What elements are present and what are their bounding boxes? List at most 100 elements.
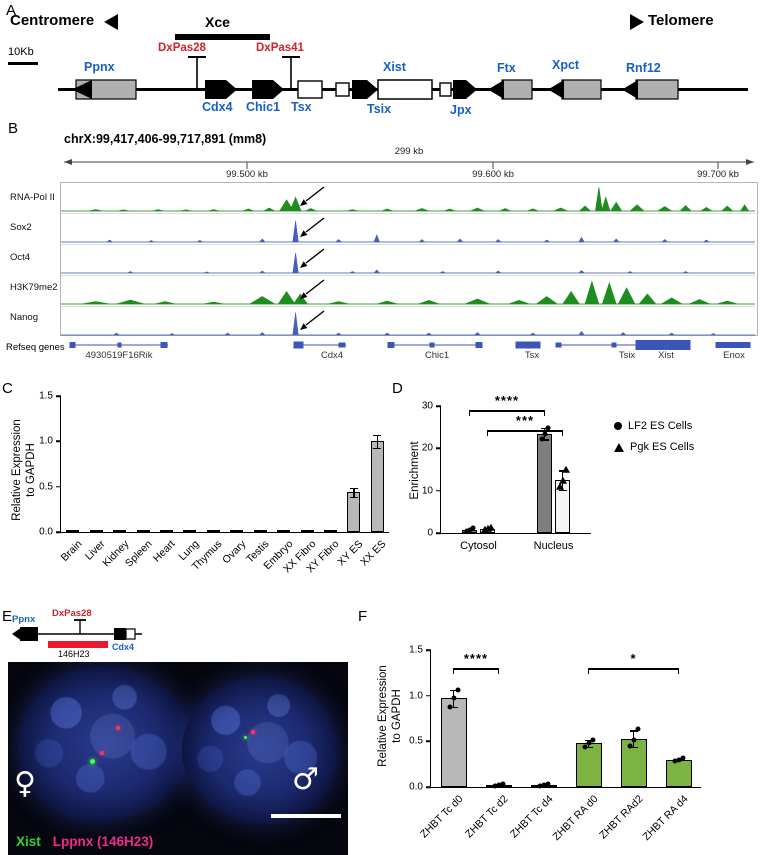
y-tick-mark (426, 786, 431, 788)
data-point (635, 726, 640, 732)
significance-label: **** (494, 393, 520, 409)
bar-xy-fibro (323, 530, 337, 532)
y-tick-label: 0 (427, 527, 433, 539)
significance-tick (468, 410, 471, 417)
data-point (545, 781, 550, 787)
significance-tick (452, 668, 455, 675)
peak-arrow-icon (305, 279, 325, 295)
telomere-label: Telomere (648, 12, 714, 29)
data-point (455, 687, 460, 693)
y-tick-label: 10 (421, 485, 433, 497)
data-point (545, 425, 550, 431)
significance-tick (486, 430, 489, 437)
data-point (590, 737, 595, 742)
error-cap (349, 487, 358, 489)
track-row-sox2 (61, 214, 755, 245)
y-tick-mark (436, 405, 441, 407)
probe-locus-diagram: Ppnx DxPas28 146H23 Cdx4 (0, 608, 200, 662)
peak-arrow-icon (305, 310, 325, 326)
significance-tick (587, 668, 590, 675)
significance-line (588, 668, 679, 670)
scale-bar (271, 814, 341, 818)
y-tick-mark (56, 485, 61, 488)
track-row-h3k79me2 (61, 276, 755, 307)
y-tick-mark (56, 531, 61, 533)
y-tick-mark (56, 395, 61, 397)
y-tick-label: 1.0 (409, 690, 423, 702)
legend-label-pgk: Pgk ES Cells (630, 441, 695, 453)
sox2-signal (61, 217, 755, 243)
ruler-tick-2: 99.600 kb (472, 169, 514, 180)
y-axis-title: Relative Expression to GAPDH (377, 665, 404, 767)
panel-f-label: F (358, 608, 368, 625)
region-span-label: 299 kb (394, 146, 424, 157)
diagram-probe-label: 146H23 (58, 649, 90, 659)
legend: LF2 ES Cells Pgk ES Cells (614, 420, 694, 453)
error-cap (349, 496, 358, 498)
nucleus-female (18, 666, 190, 822)
y-tick-mark (426, 649, 431, 651)
triangle-marker-icon (614, 442, 624, 452)
gene-label-xpct: Xpct (552, 58, 580, 72)
significance-tick (677, 668, 680, 675)
x-tick-label: Cytosol (460, 540, 497, 552)
panel-f: F Relative Expression to GAPDH 0.0 0.5 1.0… (358, 608, 764, 855)
gene-label-tsix: Tsix (367, 102, 392, 116)
significance-label: **** (463, 651, 489, 667)
refseq-gene-models (69, 340, 751, 350)
data-point (500, 781, 505, 787)
gene-label-cdx4: Cdx4 (202, 100, 233, 114)
scale-bar-label: 10Kb (8, 46, 34, 58)
significance-line (453, 668, 499, 670)
bar-spleen (136, 530, 150, 532)
diagram-ppnx-label: Ppnx (12, 614, 36, 625)
y-tick-mark (436, 489, 441, 492)
nanog-signal (61, 310, 755, 336)
data-point (492, 783, 497, 789)
gene-label-ftx: Ftx (497, 61, 516, 75)
gene-map-graphic (8, 14, 748, 100)
marker-label-dxpas28: DxPas28 (158, 42, 206, 54)
panel-d-label: D (392, 380, 403, 397)
refseq-gene-3: Chic1 (424, 350, 450, 361)
bar-xx-fibro (300, 530, 314, 532)
male-symbol: ♂ (292, 762, 319, 797)
significance-tick (543, 410, 546, 417)
fish-microscopy-image: ♀ ♂ Xist Lppnx (146H23) (8, 662, 348, 855)
track-label-nanog: Nanog (10, 312, 38, 323)
panel-b: B chrX:99,417,406-99,717,891 (mm8) 299 k… (0, 118, 764, 380)
significance-label: * (630, 651, 637, 667)
oct4-signal (61, 248, 755, 274)
y-tick-mark (436, 447, 441, 450)
error-cap (540, 439, 549, 441)
track-label-rna-pol-ii: RNA-Pol II (10, 192, 55, 203)
bar-testis (253, 530, 267, 532)
genome-tracks-box (60, 182, 758, 336)
error-cap (373, 447, 382, 449)
y-tick-label: 20 (421, 442, 433, 454)
bar-nucleus-series0 (537, 433, 552, 533)
panel-d: D Enrichment 0 10 20 30 Cytosol Nucleus **** **… (392, 378, 764, 613)
bar-zhbt-tc-d0 (440, 698, 467, 787)
photo-legend-lppnx: Lppnx (146H23) (52, 834, 154, 849)
ruler-tick-1: 99.500 kb (226, 169, 268, 180)
bar-zhbt-ra-d0 (575, 743, 602, 787)
lppnx-signal-dot (251, 730, 255, 734)
data-point (676, 757, 681, 763)
track-row-rna-pol-ii (61, 183, 755, 214)
h3k79me2-signal (61, 279, 755, 305)
bar-embryo (277, 530, 291, 532)
error-cap (629, 746, 638, 749)
track-label-sox2: Sox2 (10, 222, 32, 233)
bar-brain (66, 530, 80, 532)
x-tick-label: Nucleus (533, 540, 574, 552)
error-cap (629, 730, 638, 732)
nucleus-male (182, 676, 338, 824)
y-tick-mark (436, 532, 441, 534)
data-point (539, 436, 544, 442)
y-tick-label: 1.0 (39, 435, 53, 447)
gene-label-ppnx: Ppnx (84, 60, 115, 74)
legend-row-lf2: LF2 ES Cells (614, 420, 694, 432)
panel-a: A Centromere Telomere Xce 10Kb (0, 0, 764, 118)
lppnx-signal-dot (100, 751, 104, 755)
